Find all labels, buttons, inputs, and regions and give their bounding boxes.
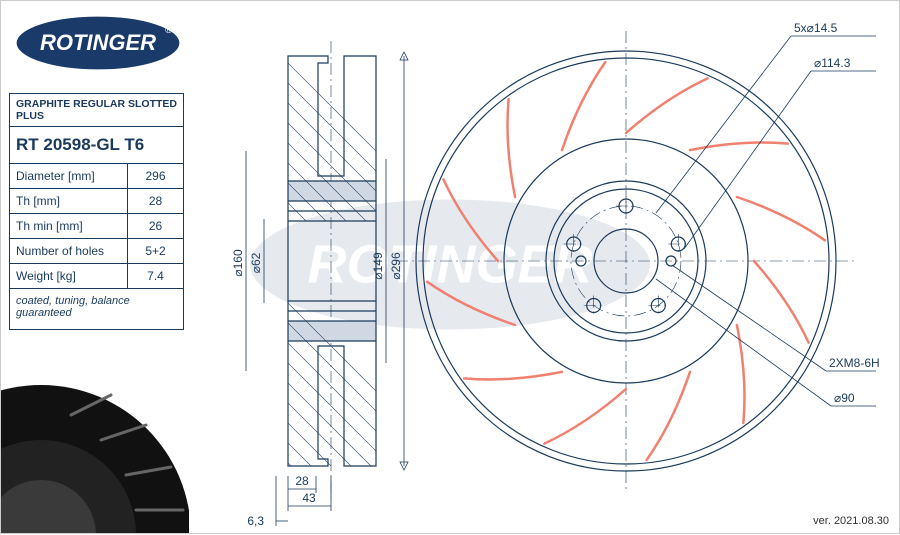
callout-pilot: ⌀90 [834, 391, 855, 405]
spec-title: GRAPHITE REGULAR SLOTTED PLUS [10, 94, 183, 127]
dim-149: ⌀149 [371, 252, 385, 280]
brand-text: ROTINGER [40, 30, 156, 55]
spec-row: Th [mm] 28 [10, 189, 183, 214]
front-view: 5x⌀14.5 ⌀114.3 2XM8-6H ⌀90 [396, 21, 880, 491]
callout-thread: 2XM8-6H [829, 356, 880, 370]
spec-value: 7.4 [128, 264, 183, 288]
spec-label: Weight [kg] [10, 264, 128, 288]
spec-note: coated, tuning, balance guaranteed [10, 289, 183, 329]
spec-label: Diameter [mm] [10, 164, 128, 188]
spec-value: 5+2 [128, 239, 183, 263]
dim-43: 43 [302, 491, 316, 505]
brand-logo: ROTINGER ® [13, 13, 183, 73]
side-view: ⌀296 ⌀149 ⌀62 ⌀160 28 43 6,3 [231, 41, 416, 535]
callout-pcd: ⌀114.3 [814, 56, 851, 70]
spec-row: Number of holes 5+2 [10, 239, 183, 264]
spec-value: 28 [128, 189, 183, 213]
spec-label: Th [mm] [10, 189, 128, 213]
svg-text:®: ® [165, 25, 173, 36]
dim-160: ⌀160 [231, 249, 245, 277]
spec-label: Th min [mm] [10, 214, 128, 238]
spec-value: 296 [128, 164, 183, 188]
spec-table: GRAPHITE REGULAR SLOTTED PLUS RT 20598-G… [9, 93, 184, 330]
spec-value: 26 [128, 214, 183, 238]
spec-row: Diameter [mm] 296 [10, 164, 183, 189]
spec-label: Number of holes [10, 239, 128, 263]
dim-6-3: 6,3 [247, 514, 264, 528]
corner-illustration [1, 385, 189, 533]
part-number: RT 20598-GL T6 [10, 127, 183, 164]
dim-62: ⌀62 [249, 252, 263, 273]
version-label: ver. 2021.08.30 [813, 515, 889, 527]
dim-28: 28 [295, 474, 309, 488]
spec-row: Weight [kg] 7.4 [10, 264, 183, 289]
technical-drawing: ⌀296 ⌀149 ⌀62 ⌀160 28 43 6,3 [196, 1, 900, 535]
spec-row: Th min [mm] 26 [10, 214, 183, 239]
dim-296: ⌀296 [389, 252, 403, 280]
callout-holes: 5x⌀14.5 [794, 21, 838, 35]
